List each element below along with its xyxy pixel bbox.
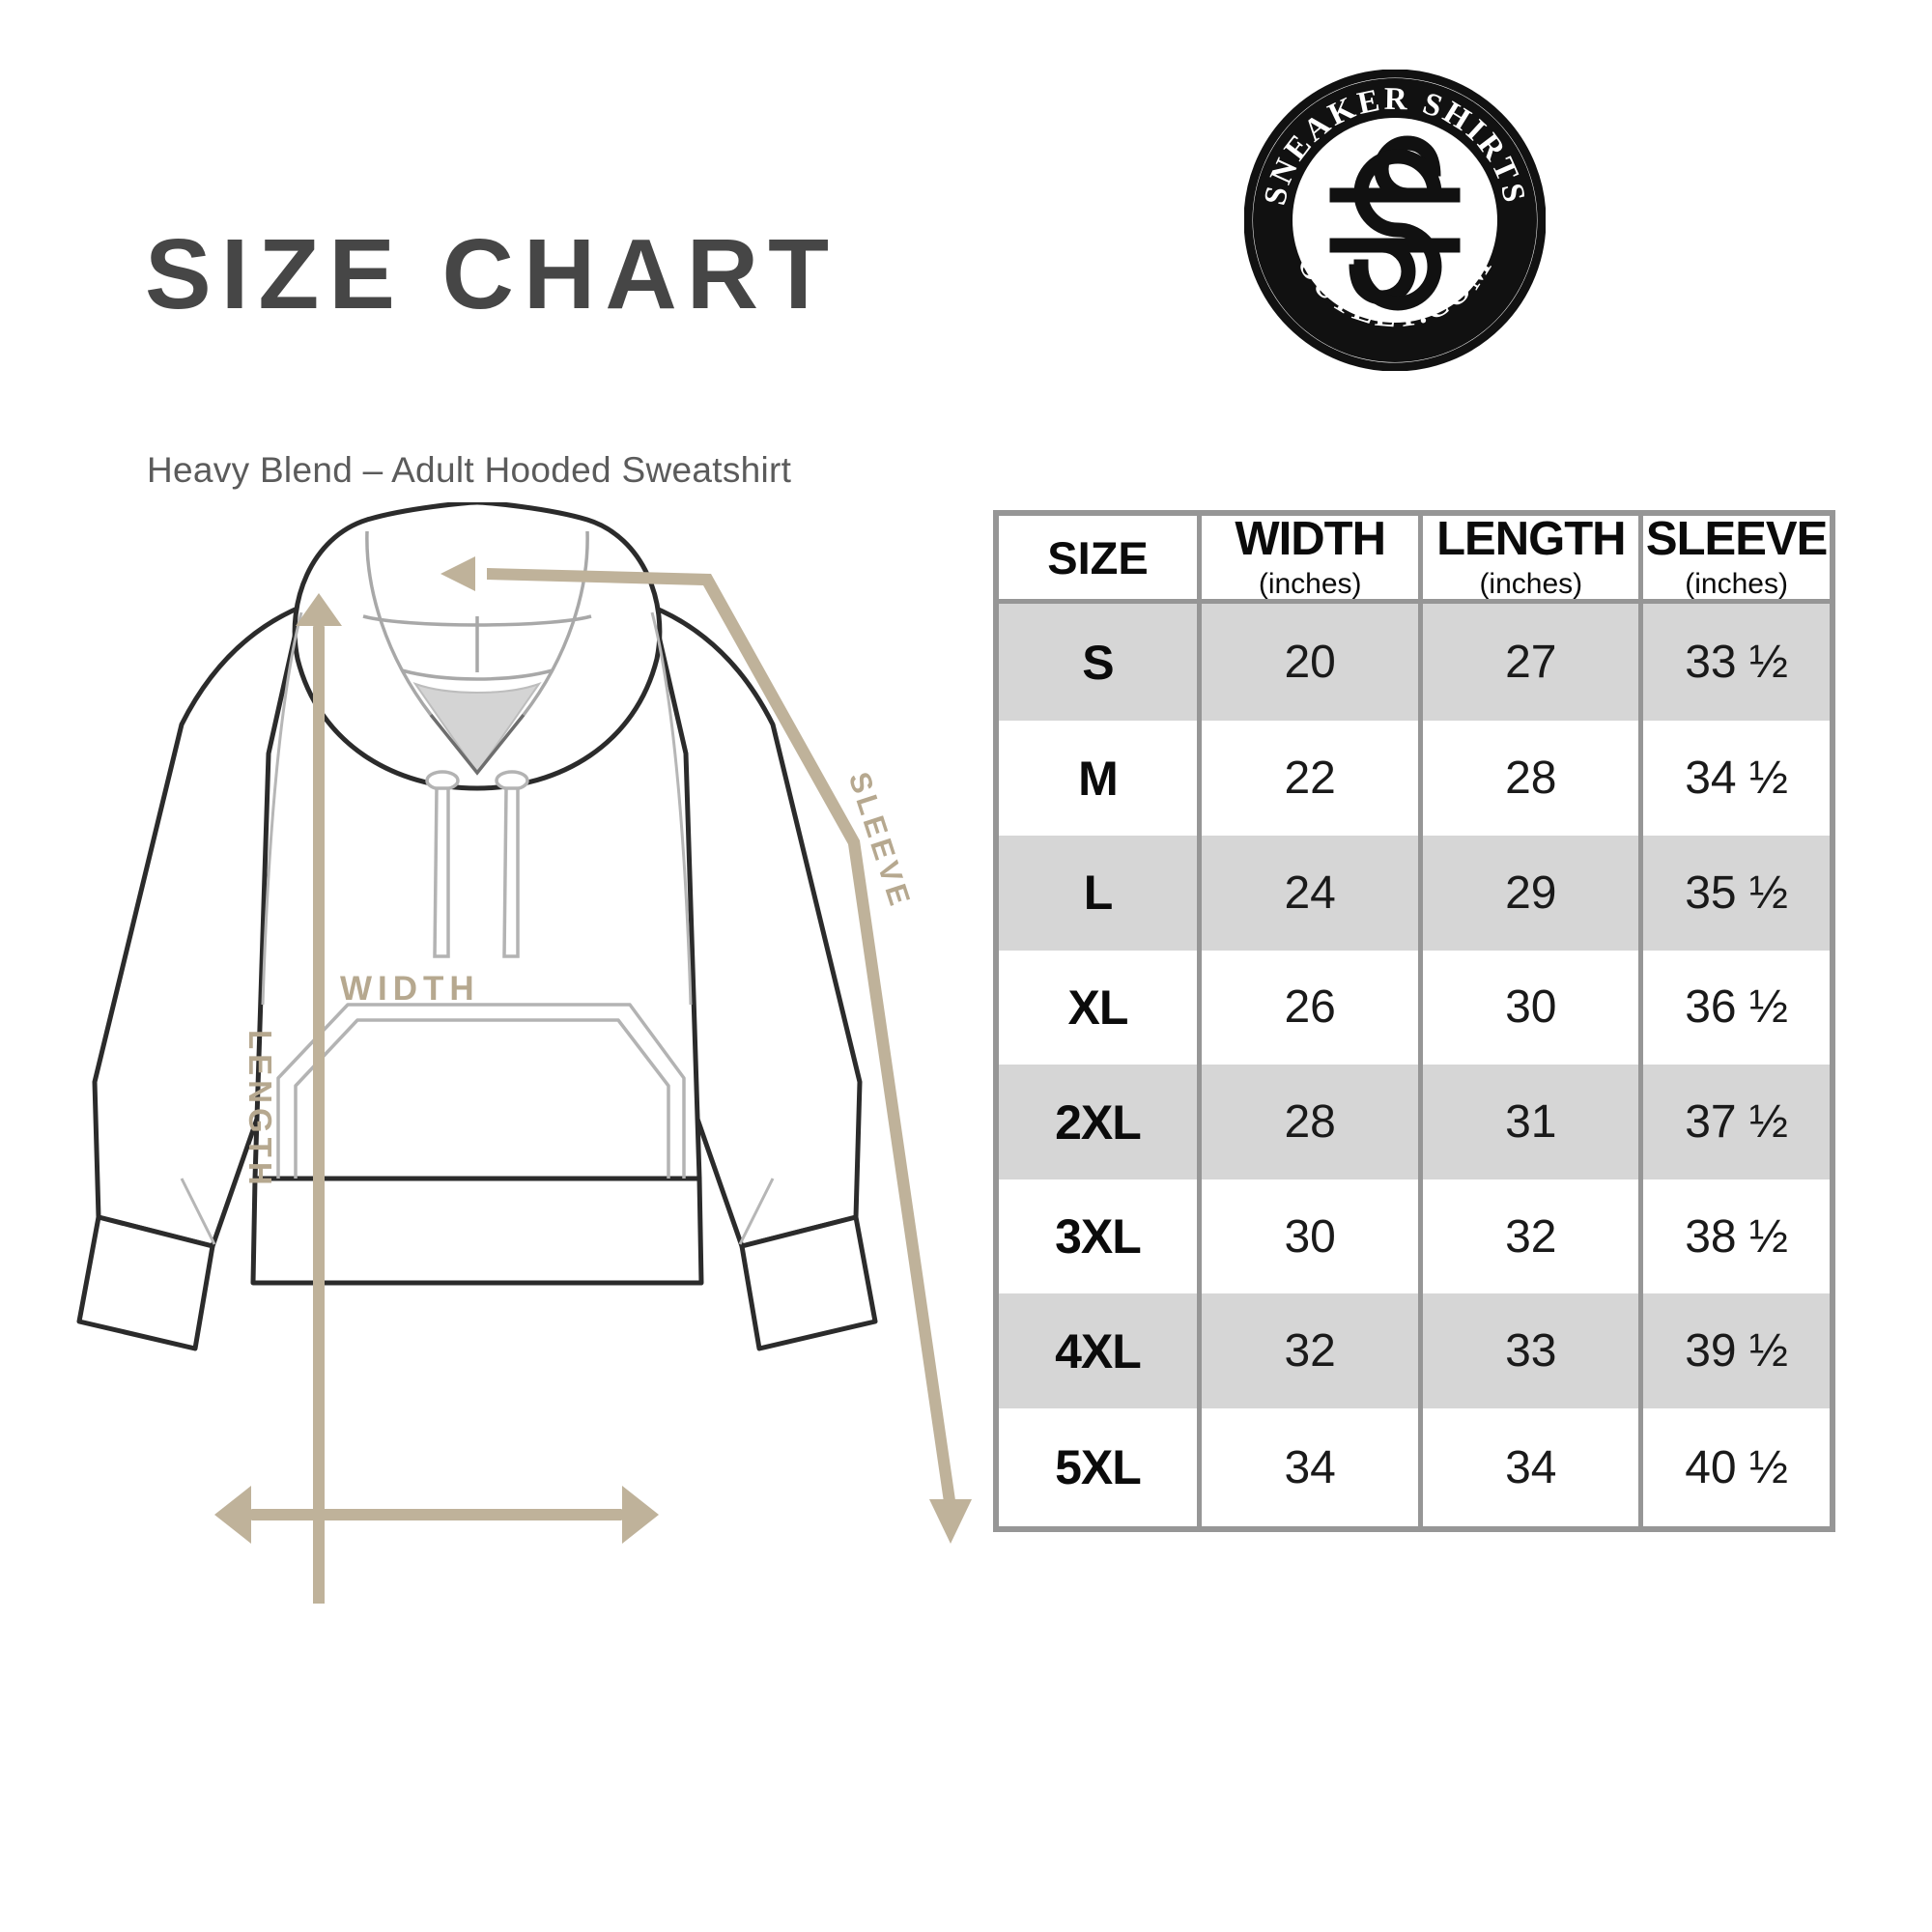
page-title: SIZE CHART [145,218,838,329]
cell-length: 31 [1418,1065,1644,1179]
table-header-row: SIZE WIDTH (inches) LENGTH (inches) [993,513,1835,604]
cell-sleeve: 40 ½ [1638,1408,1835,1529]
cell-size: XL [993,950,1202,1065]
table-row: XL 26 30 36 ½ [993,950,1835,1065]
table-row: M 22 28 34 ½ [993,721,1835,836]
cell-size: 5XL [993,1408,1202,1529]
length-label: LENGTH [242,1030,278,1190]
cell-width: 22 [1196,721,1424,836]
cell-width: 32 [1196,1293,1424,1409]
header-size-main: SIZE [1047,531,1149,583]
header-sleeve-sub: (inches) [1685,568,1788,600]
header-cell-size: SIZE [993,513,1202,604]
cell-width: 24 [1196,835,1424,951]
cell-width: 30 [1196,1179,1424,1294]
cell-sleeve: 38 ½ [1638,1179,1835,1294]
measurement-arrows [214,556,972,1604]
table-row: 2XL 28 31 37 ½ [993,1065,1835,1179]
cell-sleeve: 35 ½ [1638,835,1835,951]
cell-length: 27 [1418,601,1644,722]
cell-sleeve: 36 ½ [1638,950,1835,1065]
table-row: 5XL 34 34 40 ½ [993,1408,1835,1529]
cell-size: 2XL [993,1065,1202,1179]
size-table-wrapper: SIZE WIDTH (inches) LENGTH (inches) [993,510,1835,1532]
page-subtitle: Heavy Blend – Adult Hooded Sweatshirt [147,450,792,490]
table-row: 3XL 30 32 38 ½ [993,1179,1835,1294]
header-sleeve-main: SLEEVE [1645,513,1828,565]
header-width-main: WIDTH [1235,513,1386,565]
cell-length: 29 [1418,835,1644,951]
cell-length: 32 [1418,1179,1644,1294]
cell-width: 34 [1196,1408,1424,1529]
brand-logo: SNEAKER SHIRTS OUTLET.COM [1244,70,1546,371]
cell-width: 28 [1196,1065,1424,1179]
header-length-main: LENGTH [1436,513,1626,565]
cell-width: 20 [1196,601,1424,722]
cell-size: 3XL [993,1179,1202,1294]
cell-sleeve: 33 ½ [1638,601,1835,722]
table-body: S 20 27 33 ½ M 22 28 34 ½ L 24 29 35 ½ XL 26 30 36 ½ 2XL… [993,601,1835,1529]
table-row: L 24 29 35 ½ [993,835,1835,951]
cell-length: 33 [1418,1293,1644,1409]
header-width-sub: (inches) [1258,568,1362,600]
cell-size: M [993,721,1202,836]
cell-length: 28 [1418,721,1644,836]
hood-inner-panel [412,682,542,775]
cell-sleeve: 39 ½ [1638,1293,1835,1409]
hoodie-illustration [58,502,985,1604]
cell-width: 26 [1196,950,1424,1065]
cell-sleeve: 37 ½ [1638,1065,1835,1179]
table-row: 4XL 32 33 39 ½ [993,1293,1835,1409]
cell-length: 34 [1418,1408,1644,1529]
width-label: WIDTH [340,970,480,1008]
header-cell-length: LENGTH (inches) [1418,513,1644,604]
cell-size: L [993,835,1202,951]
cell-length: 30 [1418,950,1644,1065]
cell-size: S [993,601,1202,722]
size-table: SIZE WIDTH (inches) LENGTH (inches) [993,510,1835,1532]
cell-size: 4XL [993,1293,1202,1409]
table-row: S 20 27 33 ½ [993,601,1835,722]
header-length-sub: (inches) [1479,568,1583,600]
cell-sleeve: 34 ½ [1638,721,1835,836]
header-cell-sleeve: SLEEVE (inches) [1638,513,1835,604]
header-cell-width: WIDTH (inches) [1196,513,1424,604]
